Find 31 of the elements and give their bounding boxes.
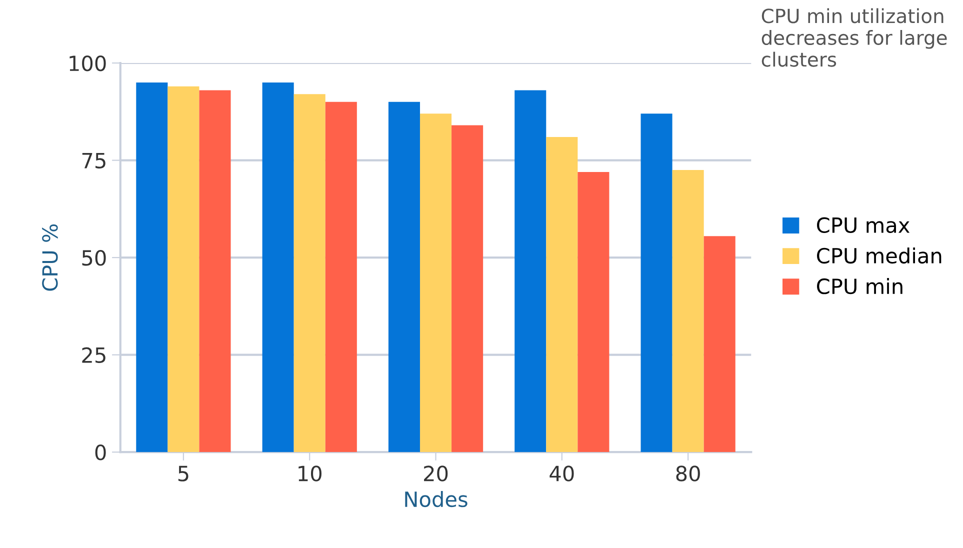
bar xyxy=(325,102,357,452)
x-tick-label: 80 xyxy=(676,466,700,482)
text: CPU min utilization decreases for large clusters xyxy=(762,8,947,67)
x-tick-label: 5 xyxy=(178,466,188,482)
bar xyxy=(262,82,294,452)
y-tick-label: 100 xyxy=(70,55,106,72)
y-tick-label: 25 xyxy=(82,347,106,364)
x-axis-title: Nodes xyxy=(405,491,468,508)
bar xyxy=(420,114,452,452)
bar xyxy=(546,136,578,452)
bar xyxy=(136,82,168,452)
y-tick-label: 75 xyxy=(82,153,106,168)
y-axis-title: CPU % xyxy=(42,224,58,291)
bar xyxy=(672,170,704,452)
bar xyxy=(388,102,420,452)
bar xyxy=(704,236,736,452)
bar xyxy=(640,114,672,452)
legend-label: CPU min xyxy=(817,278,902,294)
y-tick-label: 0 xyxy=(95,444,106,460)
bar xyxy=(452,125,484,452)
legend-label: CPU max xyxy=(817,217,910,234)
bar xyxy=(199,90,231,452)
legend-label: CPU median xyxy=(817,247,942,264)
bar xyxy=(578,172,610,452)
x-tick-label: 40 xyxy=(550,466,574,482)
bar xyxy=(168,86,200,452)
y-tick-label: 50 xyxy=(82,250,106,266)
x-tick-label: 20 xyxy=(424,466,448,482)
bar xyxy=(514,90,546,452)
x-tick-label: 10 xyxy=(298,466,322,482)
bar xyxy=(294,94,326,452)
